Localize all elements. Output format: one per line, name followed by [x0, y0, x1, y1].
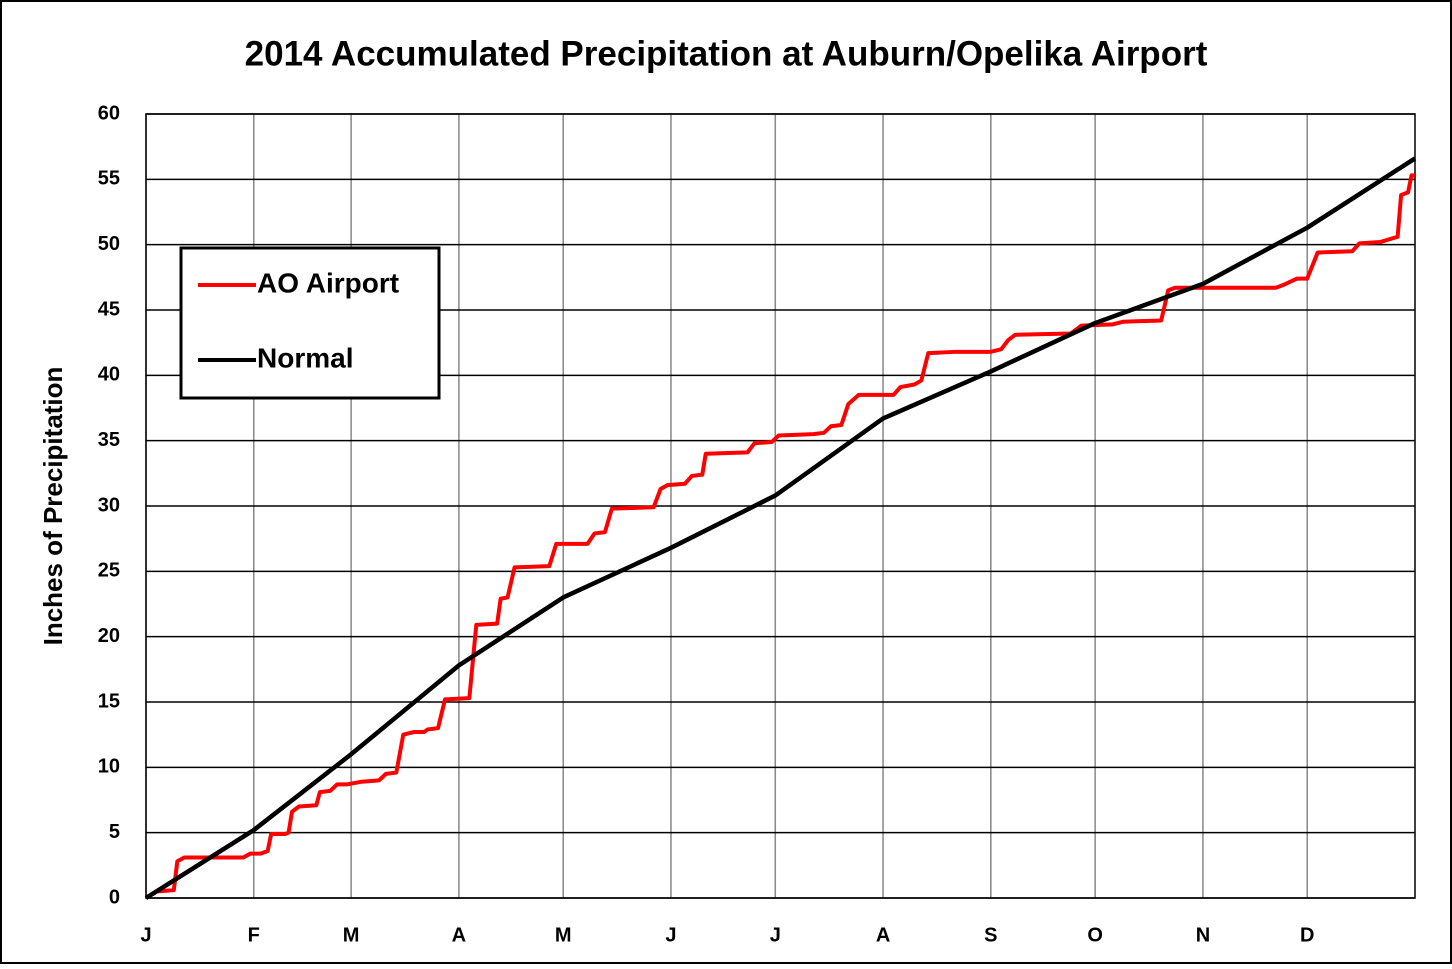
plot-area-border	[145, 113, 1416, 899]
y-tick-label: 30	[98, 494, 120, 516]
y-tick-label: 0	[109, 886, 120, 908]
x-tick-label: M	[555, 924, 572, 946]
x-tick-label: O	[1087, 924, 1103, 946]
x-tick-label: M	[343, 924, 360, 946]
x-tick-label: A	[452, 924, 466, 946]
y-tick-label: 50	[98, 233, 120, 255]
y-tick-label: 10	[98, 756, 120, 778]
legend-label: Normal	[257, 342, 353, 373]
y-tick-label: 40	[98, 364, 120, 386]
chart-title: 2014 Accumulated Precipitation at Auburn…	[245, 34, 1208, 73]
y-tick-label: 20	[98, 625, 120, 647]
legend-label: AO Airport	[257, 267, 399, 298]
y-tick-label: 35	[98, 429, 120, 451]
x-tick-label: A	[876, 924, 890, 946]
x-tick-label: J	[140, 924, 151, 946]
x-tick-label: S	[984, 924, 997, 946]
y-tick-label: 60	[98, 102, 120, 124]
x-tick-label: J	[665, 924, 676, 946]
series-line	[144, 156, 1417, 900]
x-tick-label: F	[248, 924, 260, 946]
y-tick-label: 55	[98, 168, 120, 190]
y-tick-label: 15	[98, 690, 120, 712]
x-tick-label: N	[1196, 924, 1210, 946]
x-tick-label: J	[770, 924, 781, 946]
y-tick-label: 5	[109, 821, 120, 843]
y-axis-label: Inches of Precipitation	[38, 367, 68, 646]
x-tick-label: D	[1300, 924, 1314, 946]
y-tick-label: 45	[98, 298, 120, 320]
series-line	[144, 173, 1415, 900]
legend-box	[179, 246, 441, 400]
y-tick-label: 25	[98, 560, 120, 582]
